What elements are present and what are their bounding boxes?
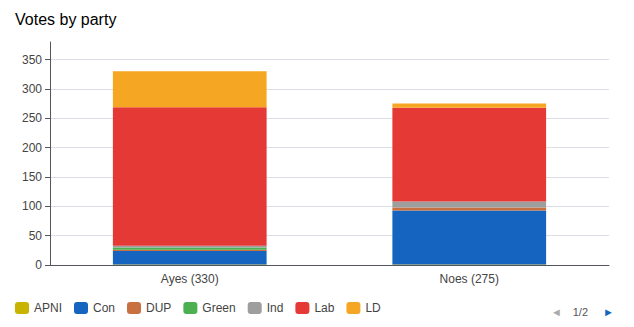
svg-text:LD: LD [365,301,381,315]
svg-text:Votes by party: Votes by party [15,11,116,28]
svg-text:DUP: DUP [146,301,171,315]
svg-text:◄: ◄ [551,306,562,318]
svg-text:200: 200 [22,141,42,155]
svg-text:0: 0 [35,258,42,272]
svg-text:250: 250 [22,111,42,125]
svg-text:Ind: Ind [267,301,284,315]
svg-text:Noes (275): Noes (275) [440,272,499,286]
svg-text:1/2: 1/2 [573,306,588,318]
svg-text:100: 100 [22,199,42,213]
svg-text:300: 300 [22,82,42,96]
svg-text:►: ► [603,306,614,318]
svg-text:APNI: APNI [34,301,62,315]
svg-text:Lab: Lab [314,301,334,315]
svg-text:350: 350 [22,53,42,67]
svg-text:50: 50 [29,229,43,243]
svg-text:Green: Green [202,301,235,315]
svg-text:Ayes (330): Ayes (330) [161,272,219,286]
svg-text:Con: Con [93,301,115,315]
svg-text:150: 150 [22,170,42,184]
